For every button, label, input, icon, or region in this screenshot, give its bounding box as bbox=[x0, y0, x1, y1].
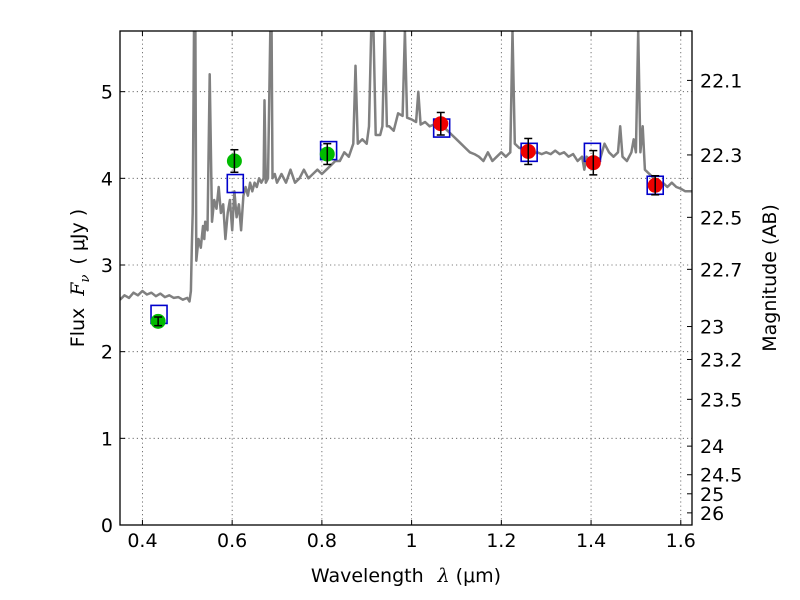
axis-ticks: 0.4 0.6 0.8 1 1.2 1.4 1.601234522.122.322.522.… bbox=[101, 31, 742, 552]
x-tick-label: 1.2 bbox=[486, 530, 516, 552]
y-tick-label: 3 bbox=[101, 255, 113, 277]
y-tick-label: 2 bbox=[101, 342, 113, 364]
y-tick-label: 0 bbox=[101, 515, 113, 537]
x-tick-label: 0.8 bbox=[307, 530, 337, 552]
right-tick-label: 22.5 bbox=[700, 207, 742, 229]
right-tick-label: 22.7 bbox=[700, 259, 742, 281]
model-box bbox=[226, 173, 245, 194]
right-tick-label: 22.1 bbox=[700, 70, 742, 92]
y-tick-label: 1 bbox=[101, 428, 113, 450]
right-tick-label: 23.5 bbox=[700, 389, 742, 411]
y-tick-label: 4 bbox=[101, 168, 113, 190]
x-tick-label: 0.4 bbox=[127, 530, 157, 552]
y-axis-label-right: Magnitude (AB) bbox=[759, 204, 781, 352]
right-tick-label: 24 bbox=[700, 436, 724, 458]
spectrum-line bbox=[120, 31, 692, 303]
x-tick-label: 1.4 bbox=[576, 530, 606, 552]
y-tick-label: 5 bbox=[101, 82, 113, 104]
right-tick-label: 23 bbox=[700, 317, 724, 339]
right-tick-label: 25 bbox=[700, 484, 724, 506]
x-tick-label: 1.6 bbox=[666, 530, 696, 552]
right-tick-label: 24.5 bbox=[700, 465, 742, 487]
x-tick-label: 1 bbox=[406, 530, 418, 552]
photometry-marks bbox=[150, 111, 665, 329]
x-tick-label: 0.6 bbox=[217, 530, 247, 552]
right-tick-label: 26 bbox=[700, 503, 724, 525]
plot-frame bbox=[119, 30, 693, 526]
right-tick-label: 23.2 bbox=[700, 349, 742, 371]
y-axis-label-left: FluxFν( μJy ) bbox=[67, 209, 93, 347]
right-tick-label: 22.3 bbox=[700, 145, 742, 167]
x-axis-label: Wavelength λ (μm) bbox=[311, 565, 501, 587]
